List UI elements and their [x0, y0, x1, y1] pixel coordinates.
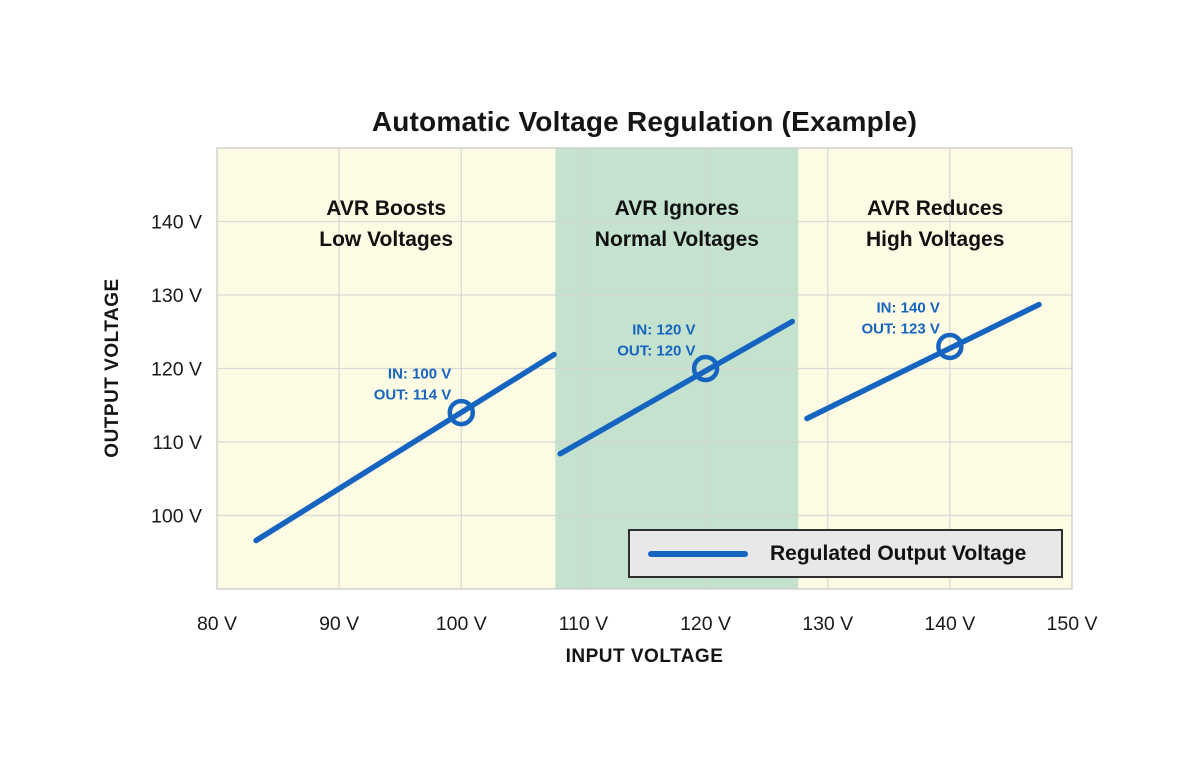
y-tick-label: 140 V — [151, 212, 202, 234]
y-tick-label: 130 V — [151, 285, 202, 307]
y-tick-label: 120 V — [151, 359, 202, 381]
legend-line-swatch — [648, 550, 748, 557]
data-point-marker — [447, 398, 476, 427]
legend-label: Regulated Output Voltage — [770, 541, 1027, 565]
marker-in-out-label: IN: 140 V OUT: 123 V — [861, 299, 939, 337]
region-annotation-boost: AVR Boosts Low Voltages — [319, 197, 453, 251]
data-point-marker — [936, 332, 964, 361]
chart-title: Automatic Voltage Regulation (Example) — [371, 106, 918, 137]
y-axis-title: OUTPUT VOLTAGE — [102, 278, 123, 458]
series-line-segment — [557, 318, 796, 457]
plot-border — [216, 147, 1073, 590]
y-tick-label: 100 V — [151, 506, 202, 528]
x-axis-title: INPUT VOLTAGE — [565, 646, 724, 667]
x-tick-label: 110 V — [559, 613, 609, 635]
data-point-marker — [691, 354, 720, 383]
x-tick-label: 90 V — [319, 613, 359, 635]
x-tick-label: 130 V — [802, 613, 853, 635]
y-tick-label: 110 V — [152, 432, 202, 454]
legend: Regulated Output Voltage — [628, 529, 1063, 578]
x-tick-label: 100 V — [436, 613, 487, 635]
region-annotation-reduce: AVR Reduces High Voltages — [866, 197, 1004, 251]
x-tick-label: 120 V — [680, 613, 731, 635]
marker-in-out-label: IN: 120 V OUT: 120 V — [617, 322, 695, 360]
x-tick-label: 150 V — [1047, 613, 1098, 635]
series-line-segment — [804, 301, 1042, 422]
marker-in-out-label: IN: 100 V OUT: 114 V — [374, 366, 452, 404]
x-tick-label: 80 V — [197, 613, 237, 635]
x-tick-label: 140 V — [924, 613, 975, 635]
region-annotation-normal: AVR Ignores Normal Voltages — [595, 197, 759, 251]
series-line-segment — [253, 351, 557, 544]
